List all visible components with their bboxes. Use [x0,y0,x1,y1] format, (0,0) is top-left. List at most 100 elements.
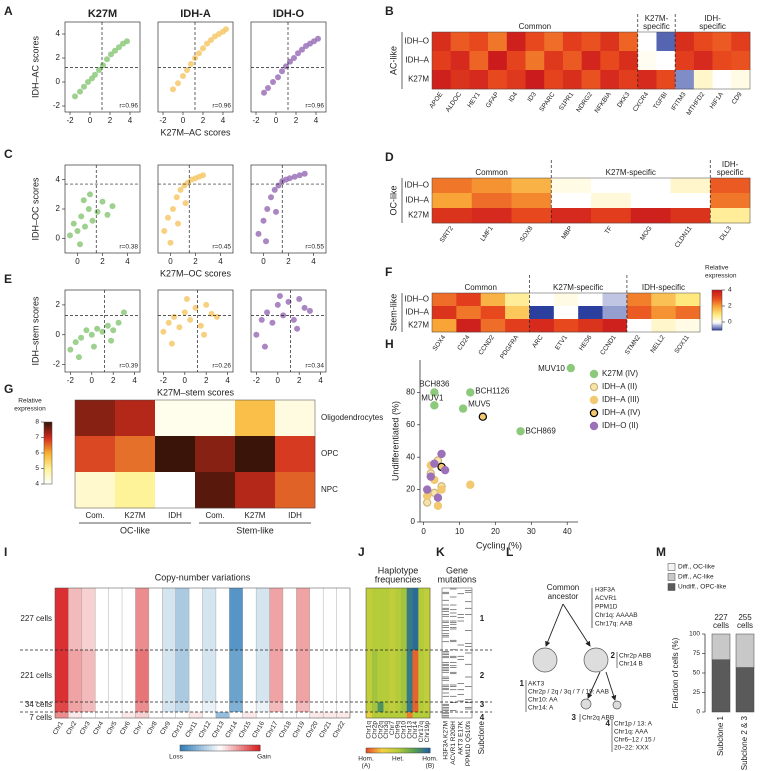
colorbar-segment [712,290,722,292]
colorbar-segment [712,298,722,300]
heatmap-cell [637,51,657,71]
chromosome-label: Chr10 [171,720,186,739]
heatmap-cell [600,70,620,90]
point [90,343,97,350]
bar-segment [735,667,755,713]
x-tick-label: 4 [314,116,319,125]
colorbar-segment [220,745,224,751]
point [290,316,297,323]
heatmap-cell [506,70,526,90]
cnv-cell [55,650,69,703]
colorbar-frame [365,747,431,754]
y-tick-label: 0 [696,709,700,716]
heatmap-cell [432,178,473,194]
cnv-cell [175,712,190,719]
cnv-cell [282,650,297,703]
colorbar-segment [712,319,722,322]
heatmap-cell [553,319,579,333]
heatmap-cell [693,51,713,71]
group-label: Common [465,283,497,292]
gene-label: MTHFD2 [685,91,706,117]
point [89,217,96,224]
colorbar-segment [712,304,722,307]
correlation: r=0.55 [305,244,324,251]
x-tick-label: 0 [90,376,95,385]
colorbar-segment [400,748,403,753]
cnv-cell [296,650,311,703]
point [67,346,74,353]
heatmap-cell [488,32,508,52]
colorbar-segment [44,422,52,425]
haplotype-cell [377,588,384,651]
cnv-cell [175,650,190,703]
chromosome-label: Chr10 [401,721,408,739]
legend-marker [589,421,599,431]
colorbar-segment [44,461,52,464]
cnv-cell [148,702,163,713]
heatmap-cell [578,319,603,333]
colorbar-segment [391,748,395,753]
point [433,501,443,510]
panel-letter: E [4,272,12,286]
point [208,37,214,43]
point [197,322,204,329]
subclone-node [583,647,609,673]
point [261,343,268,350]
legend-label: K27M (IV) [602,369,638,378]
plot-frame [157,289,234,373]
point [422,485,432,494]
colorbar-segment [44,432,52,435]
colorbar-segment [182,745,186,751]
heatmap-frame [431,292,701,333]
heatmap-cell [626,319,652,333]
plot-frame [64,164,141,254]
colorbar-segment [222,745,226,751]
cnv-cell [108,702,123,713]
heatmap-cell [731,70,751,90]
node-events: Chr14 B [619,661,643,668]
heatmap-cell [675,32,695,52]
colorbar-segment [44,453,52,456]
colorbar-segment [44,469,52,473]
point [80,197,87,204]
cnv-cell [229,650,244,703]
gene-label: ACVR1 R206H [450,721,457,765]
colorbar-segment [44,465,52,468]
cnv-cell [68,702,83,713]
x-tick-label: 0 [181,116,186,125]
point [196,50,202,57]
heatmap-cell [656,70,676,90]
cnv-cell [162,588,176,651]
cnv-cell [202,650,217,703]
row-label: K27M [408,211,429,220]
x-tick-label: 4 [132,376,137,385]
point [301,304,308,311]
point [271,186,278,193]
point [208,310,215,317]
point [466,388,475,397]
colorbar-tick-label: 8 [35,419,39,426]
point [301,170,308,177]
node-events: Chr2p / 2q / 3q / 7 / 19: AAB [528,689,609,696]
colorbar-segment [238,745,242,751]
haplotype-cell [424,650,431,703]
point [173,194,180,201]
point [516,427,525,436]
cnv-cell [68,588,83,651]
colorbar-segment [376,748,380,753]
panel-title: Copy-number variations [155,572,251,582]
point [437,485,446,494]
point-label: MUV5 [468,400,491,409]
cnv-cell [148,650,163,703]
plot-frame [250,289,327,373]
x-tick-label: 2 [193,257,198,266]
heatmap-cell [600,32,620,52]
colorbar-segment [712,310,722,312]
heatmap-cell [511,193,552,209]
colorbar-segment [402,748,405,753]
haplotype-cell [377,650,384,703]
cnv-cell [189,650,203,703]
colorbar-segment [712,292,722,295]
colorbar-segment [712,307,722,310]
heatmap-cell [75,472,116,509]
